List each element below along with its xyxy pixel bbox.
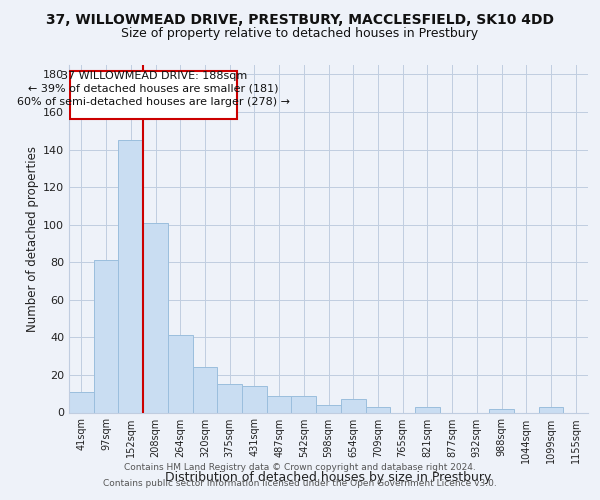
- X-axis label: Distribution of detached houses by size in Prestbury: Distribution of detached houses by size …: [166, 471, 491, 484]
- Text: Contains public sector information licensed under the Open Government Licence v3: Contains public sector information licen…: [103, 478, 497, 488]
- Text: Contains HM Land Registry data © Crown copyright and database right 2024.: Contains HM Land Registry data © Crown c…: [124, 464, 476, 472]
- Bar: [69, 392, 94, 412]
- Bar: [267, 396, 292, 412]
- Bar: [143, 223, 168, 412]
- Bar: [341, 400, 365, 412]
- Bar: [118, 140, 143, 412]
- Bar: [217, 384, 242, 412]
- Bar: [539, 407, 563, 412]
- Bar: [489, 408, 514, 412]
- Text: Size of property relative to detached houses in Prestbury: Size of property relative to detached ho…: [121, 28, 479, 40]
- Bar: [193, 368, 217, 412]
- Bar: [292, 396, 316, 412]
- Bar: [168, 336, 193, 412]
- Bar: [242, 386, 267, 412]
- Bar: [94, 260, 118, 412]
- Bar: [316, 405, 341, 412]
- Y-axis label: Number of detached properties: Number of detached properties: [26, 146, 39, 332]
- Text: 37 WILLOWMEAD DRIVE: 188sqm: 37 WILLOWMEAD DRIVE: 188sqm: [61, 72, 247, 82]
- Text: 37, WILLOWMEAD DRIVE, PRESTBURY, MACCLESFIELD, SK10 4DD: 37, WILLOWMEAD DRIVE, PRESTBURY, MACCLES…: [46, 12, 554, 26]
- FancyBboxPatch shape: [70, 70, 237, 120]
- Text: ← 39% of detached houses are smaller (181): ← 39% of detached houses are smaller (18…: [28, 84, 279, 94]
- Bar: [415, 407, 440, 412]
- Bar: [365, 407, 390, 412]
- Text: 60% of semi-detached houses are larger (278) →: 60% of semi-detached houses are larger (…: [17, 98, 290, 108]
